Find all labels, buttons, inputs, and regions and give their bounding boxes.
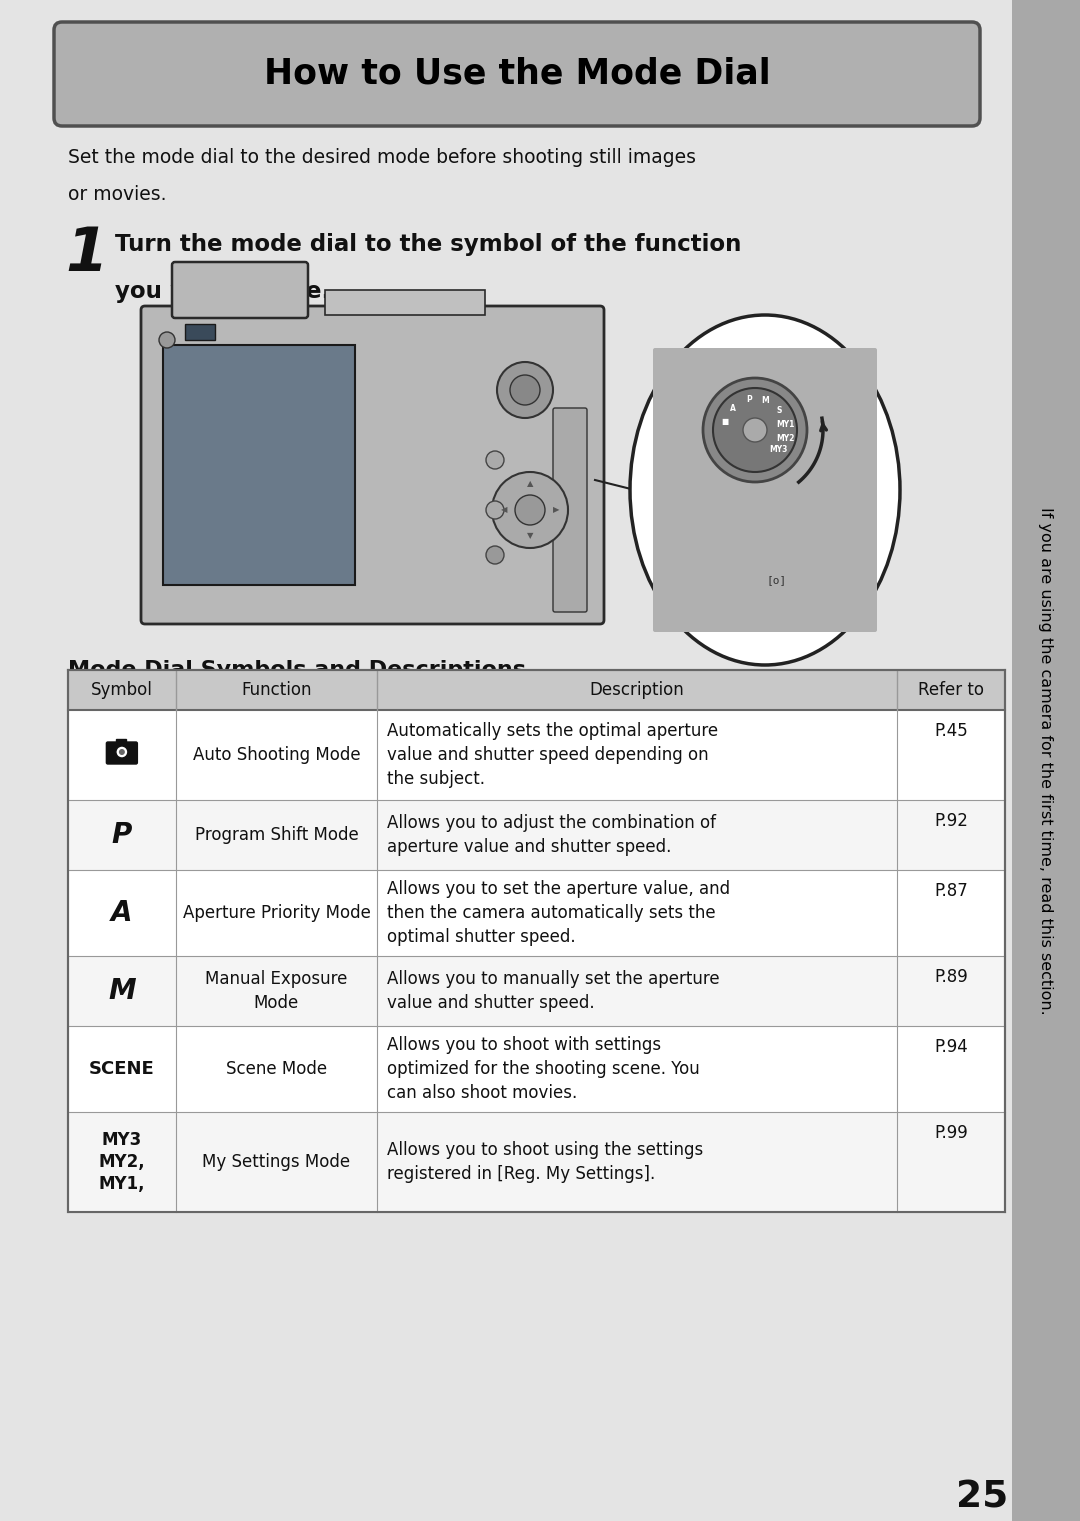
Circle shape bbox=[486, 546, 504, 564]
Text: 1: 1 bbox=[65, 225, 108, 284]
Text: How to Use the Mode Dial: How to Use the Mode Dial bbox=[264, 56, 770, 91]
Text: M: M bbox=[108, 976, 136, 1005]
Text: or movies.: or movies. bbox=[68, 186, 166, 204]
Text: My Settings Mode: My Settings Mode bbox=[202, 1153, 351, 1171]
Text: [o]: [o] bbox=[767, 575, 787, 586]
Bar bbox=[68, 870, 1005, 957]
Text: Allows you to shoot using the settings
registered in [Reg. My Settings].: Allows you to shoot using the settings r… bbox=[388, 1141, 703, 1183]
Text: MY2: MY2 bbox=[775, 433, 794, 443]
Text: you want to use.: you want to use. bbox=[114, 280, 330, 303]
Text: SCENE: SCENE bbox=[89, 1060, 154, 1078]
Text: M: M bbox=[761, 397, 769, 406]
Bar bbox=[68, 1112, 1005, 1212]
Circle shape bbox=[703, 379, 807, 482]
FancyBboxPatch shape bbox=[54, 21, 980, 126]
Circle shape bbox=[743, 418, 767, 443]
Text: ◀: ◀ bbox=[501, 505, 508, 514]
Text: Set the mode dial to the desired mode before shooting still images: Set the mode dial to the desired mode be… bbox=[68, 148, 696, 167]
Text: MY1: MY1 bbox=[777, 420, 795, 429]
Text: P.99: P.99 bbox=[934, 1124, 968, 1142]
Text: Allows you to shoot with settings
optimized for the shooting scene. You
can also: Allows you to shoot with settings optimi… bbox=[388, 1036, 700, 1101]
Circle shape bbox=[486, 452, 504, 468]
Bar bbox=[163, 345, 355, 586]
Bar bbox=[68, 669, 1005, 710]
Text: P.45: P.45 bbox=[934, 722, 968, 741]
Circle shape bbox=[510, 376, 540, 405]
Text: Description: Description bbox=[590, 681, 685, 700]
Text: P.94: P.94 bbox=[934, 1037, 968, 1056]
Circle shape bbox=[486, 500, 504, 519]
Circle shape bbox=[515, 494, 545, 525]
Text: S: S bbox=[777, 406, 782, 415]
Text: Turn the mode dial to the symbol of the function: Turn the mode dial to the symbol of the … bbox=[114, 233, 741, 256]
FancyBboxPatch shape bbox=[106, 742, 137, 764]
Circle shape bbox=[492, 472, 568, 548]
Text: A: A bbox=[111, 899, 133, 926]
Text: MY3: MY3 bbox=[102, 1132, 141, 1148]
Circle shape bbox=[159, 332, 175, 348]
Text: Allows you to manually set the aperture
value and shutter speed.: Allows you to manually set the aperture … bbox=[388, 970, 720, 1011]
Text: Symbol: Symbol bbox=[91, 681, 152, 700]
Text: ■: ■ bbox=[721, 417, 729, 426]
Text: P: P bbox=[746, 395, 753, 405]
Bar bbox=[116, 739, 126, 744]
Bar bbox=[68, 1027, 1005, 1112]
Circle shape bbox=[497, 362, 553, 418]
Text: Automatically sets the optimal aperture
value and shutter speed depending on
the: Automatically sets the optimal aperture … bbox=[388, 722, 718, 788]
Text: Manual Exposure
Mode: Manual Exposure Mode bbox=[205, 970, 348, 1011]
Text: Scene Mode: Scene Mode bbox=[226, 1060, 327, 1078]
Text: 25: 25 bbox=[956, 1480, 1008, 1516]
Text: Mode Dial Symbols and Descriptions: Mode Dial Symbols and Descriptions bbox=[68, 660, 526, 680]
FancyBboxPatch shape bbox=[172, 262, 308, 318]
Text: Allows you to set the aperture value, and
then the camera automatically sets the: Allows you to set the aperture value, an… bbox=[388, 881, 730, 946]
Text: ▶: ▶ bbox=[553, 505, 559, 514]
Bar bbox=[68, 957, 1005, 1027]
Text: Function: Function bbox=[241, 681, 312, 700]
Circle shape bbox=[116, 745, 127, 757]
Text: MY2,: MY2, bbox=[98, 1153, 145, 1171]
Text: Aperture Priority Mode: Aperture Priority Mode bbox=[183, 903, 370, 922]
Text: P.87: P.87 bbox=[934, 882, 968, 900]
Text: ▼: ▼ bbox=[527, 531, 534, 540]
Text: P.92: P.92 bbox=[934, 812, 968, 830]
Text: MY3: MY3 bbox=[770, 446, 788, 455]
Bar bbox=[68, 800, 1005, 870]
Bar bbox=[185, 324, 215, 341]
Text: Allows you to adjust the combination of
aperture value and shutter speed.: Allows you to adjust the combination of … bbox=[388, 814, 716, 856]
Bar bbox=[1012, 0, 1080, 1521]
Text: If you are using the camera for the first time, read this section.: If you are using the camera for the firs… bbox=[1039, 506, 1053, 1015]
Text: Auto Shooting Mode: Auto Shooting Mode bbox=[192, 745, 361, 764]
Text: Program Shift Mode: Program Shift Mode bbox=[194, 826, 359, 844]
Text: P.89: P.89 bbox=[934, 967, 968, 986]
Circle shape bbox=[713, 388, 797, 472]
Text: Refer to: Refer to bbox=[918, 681, 984, 700]
Ellipse shape bbox=[630, 315, 900, 665]
Bar bbox=[68, 669, 1005, 1212]
FancyBboxPatch shape bbox=[653, 348, 877, 633]
Text: ▲: ▲ bbox=[527, 479, 534, 488]
Circle shape bbox=[119, 748, 125, 754]
Text: A: A bbox=[730, 403, 735, 412]
Text: MY1,: MY1, bbox=[98, 1176, 145, 1192]
FancyBboxPatch shape bbox=[141, 306, 604, 624]
Text: P: P bbox=[111, 821, 132, 849]
FancyBboxPatch shape bbox=[553, 408, 588, 611]
Bar bbox=[68, 710, 1005, 800]
Bar bbox=[325, 291, 485, 315]
